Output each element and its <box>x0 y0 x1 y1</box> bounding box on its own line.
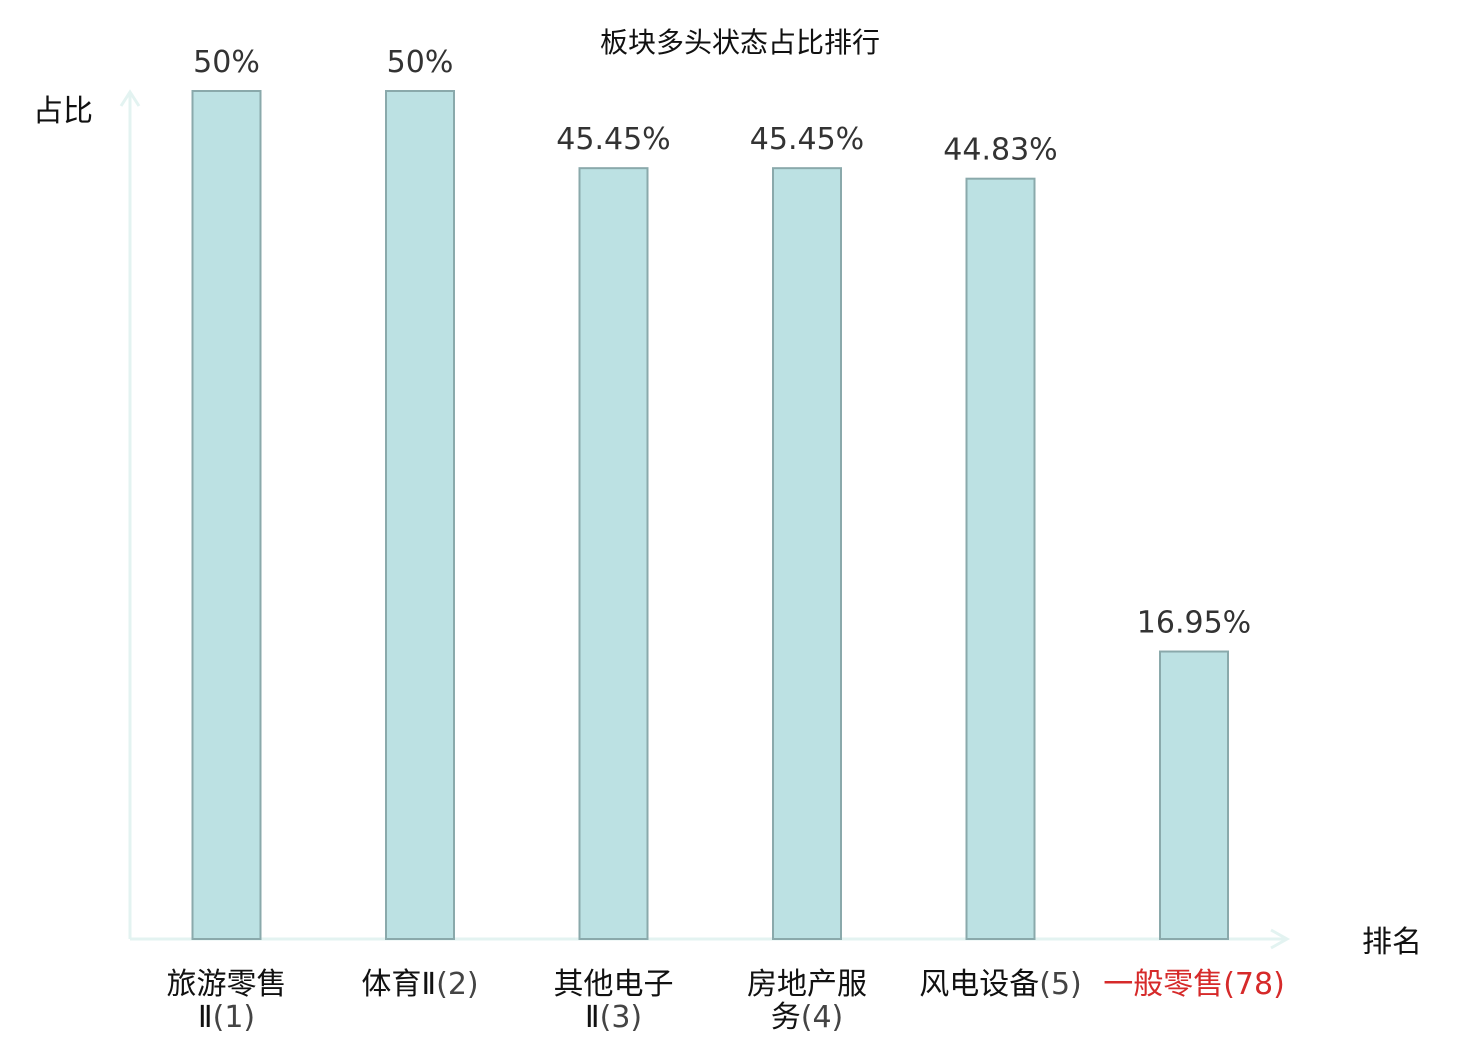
category-name: 体育Ⅱ <box>361 967 436 1002</box>
bar <box>385 90 455 940</box>
category-name: 风电设备 <box>919 967 1039 1002</box>
category-label: 体育Ⅱ(2) <box>361 967 478 1002</box>
category-label: 其他电子 <box>554 967 674 1002</box>
value-label: 45.45% <box>750 122 864 157</box>
bar <box>772 167 842 940</box>
value-label: 50% <box>193 45 260 80</box>
category-rank: (5) <box>1039 967 1082 1002</box>
value-label: 44.83% <box>943 133 1057 168</box>
bar <box>191 90 262 940</box>
category-label: 风电设备(5) <box>919 967 1082 1002</box>
axes <box>119 89 1291 950</box>
bar <box>965 177 1036 940</box>
category-name: 务 <box>771 1000 801 1035</box>
category-label: Ⅱ(1) <box>198 1000 255 1035</box>
category-name: 房地产服 <box>747 967 867 1002</box>
category-label: Ⅱ(3) <box>585 1000 642 1035</box>
category-name: Ⅱ <box>198 1000 213 1035</box>
bar <box>578 167 649 940</box>
category-name: 旅游零售 <box>167 967 287 1002</box>
y-axis-label: 占比 <box>33 94 93 129</box>
bars <box>191 90 1229 940</box>
bar <box>1159 650 1229 940</box>
category-label: 一般零售(78) <box>1103 967 1285 1002</box>
category-label: 旅游零售 <box>167 967 287 1002</box>
category-rank: (4) <box>801 1000 844 1035</box>
x-axis-arrow <box>1270 928 1291 950</box>
category-label: 房地产服 <box>747 967 867 1002</box>
category-name: 一般零售 <box>1103 967 1223 1002</box>
category-rank: (1) <box>213 1000 256 1035</box>
x-axis-label: 排名 <box>1362 925 1422 960</box>
category-label: 务(4) <box>771 1000 844 1035</box>
category-rank: (3) <box>600 1000 643 1035</box>
value-label: 45.45% <box>556 122 670 157</box>
category-rank: (78) <box>1223 967 1285 1002</box>
y-axis-arrow <box>119 89 141 107</box>
value-label: 16.95% <box>1137 606 1251 641</box>
value-label: 50% <box>387 45 454 80</box>
category-name: 其他电子 <box>554 967 674 1002</box>
category-rank: (2) <box>436 967 479 1002</box>
chart-title: 板块多头状态占比排行 <box>600 26 880 59</box>
category-name: Ⅱ <box>585 1000 600 1035</box>
value-labels: 50% 50% 45.45% 45.45% 44.83% 16.95% <box>193 45 1251 641</box>
